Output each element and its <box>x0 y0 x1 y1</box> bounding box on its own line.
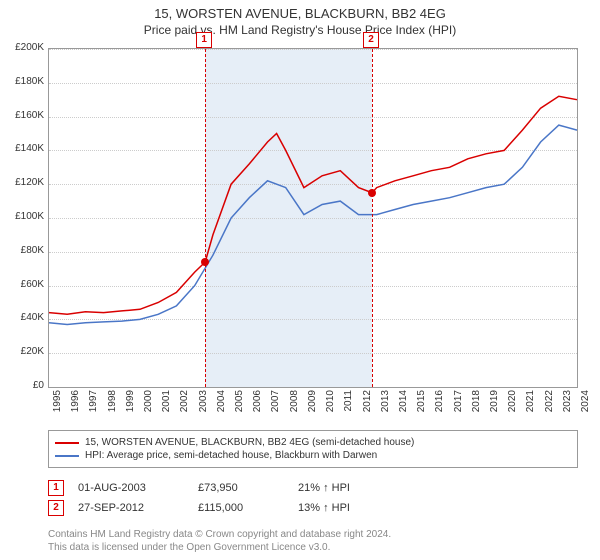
sale-row: 1 01-AUG-2003 £73,950 21% ↑ HPI <box>48 480 578 496</box>
series-line-hpi <box>49 125 577 324</box>
sale-price: £73,950 <box>198 482 298 494</box>
x-axis-label: 2008 <box>289 390 300 420</box>
y-axis-label: £120K <box>0 177 44 188</box>
y-axis-label: £180K <box>0 76 44 87</box>
legend-label: 15, WORSTEN AVENUE, BLACKBURN, BB2 4EG (… <box>85 437 414 448</box>
y-axis-label: £40K <box>0 312 44 323</box>
sale-row: 2 27-SEP-2012 £115,000 13% ↑ HPI <box>48 500 578 516</box>
series-line-property <box>49 96 577 314</box>
y-axis-label: £0 <box>0 380 44 391</box>
x-axis-label: 2001 <box>161 390 172 420</box>
sales-table: 1 01-AUG-2003 £73,950 21% ↑ HPI 2 27-SEP… <box>48 476 578 520</box>
x-axis-label: 2019 <box>489 390 500 420</box>
footer-line1: Contains HM Land Registry data © Crown c… <box>48 528 391 541</box>
legend-box: 15, WORSTEN AVENUE, BLACKBURN, BB2 4EG (… <box>48 430 578 468</box>
sale-marker-icon: 2 <box>363 32 379 48</box>
x-axis-label: 1999 <box>125 390 136 420</box>
x-axis-label: 2023 <box>562 390 573 420</box>
chart-plot-area <box>48 48 578 388</box>
footer-line2: This data is licensed under the Open Gov… <box>48 541 391 554</box>
legend-swatch <box>55 455 79 457</box>
x-axis-label: 2005 <box>234 390 245 420</box>
x-axis-label: 2014 <box>398 390 409 420</box>
y-axis-label: £200K <box>0 42 44 53</box>
x-axis-label: 2021 <box>525 390 536 420</box>
legend-item: HPI: Average price, semi-detached house,… <box>55 450 571 461</box>
x-axis-label: 2015 <box>416 390 427 420</box>
x-axis-label: 2016 <box>434 390 445 420</box>
x-axis-label: 2006 <box>252 390 263 420</box>
x-axis-label: 2022 <box>544 390 555 420</box>
x-axis-label: 2017 <box>453 390 464 420</box>
y-axis-label: £160K <box>0 110 44 121</box>
sale-dot-icon <box>368 189 376 197</box>
y-axis-label: £140K <box>0 143 44 154</box>
x-axis-label: 1997 <box>88 390 99 420</box>
sale-marker-icon: 1 <box>196 32 212 48</box>
x-axis-label: 2011 <box>343 390 354 420</box>
x-axis-label: 2013 <box>380 390 391 420</box>
sale-date: 27-SEP-2012 <box>78 502 198 514</box>
chart-title: 15, WORSTEN AVENUE, BLACKBURN, BB2 4EG <box>0 0 600 21</box>
x-axis-label: 1996 <box>70 390 81 420</box>
sale-pct: 13% ↑ HPI <box>298 502 418 514</box>
x-axis-label: 2002 <box>179 390 190 420</box>
sale-marker-icon: 2 <box>48 500 64 516</box>
legend-item: 15, WORSTEN AVENUE, BLACKBURN, BB2 4EG (… <box>55 437 571 448</box>
legend-label: HPI: Average price, semi-detached house,… <box>85 450 377 461</box>
footer-text: Contains HM Land Registry data © Crown c… <box>48 528 391 554</box>
sale-dot-icon <box>201 258 209 266</box>
x-axis-label: 2000 <box>143 390 154 420</box>
x-axis-label: 2020 <box>507 390 518 420</box>
chart-subtitle: Price paid vs. HM Land Registry's House … <box>0 21 600 41</box>
x-axis-label: 2012 <box>362 390 373 420</box>
y-axis-label: £100K <box>0 211 44 222</box>
x-axis-label: 2009 <box>307 390 318 420</box>
y-axis-label: £20K <box>0 346 44 357</box>
chart-lines-svg <box>49 49 577 387</box>
y-axis-label: £80K <box>0 245 44 256</box>
sale-price: £115,000 <box>198 502 298 514</box>
x-axis-label: 1995 <box>52 390 63 420</box>
chart-container: 15, WORSTEN AVENUE, BLACKBURN, BB2 4EG P… <box>0 0 600 560</box>
sale-pct: 21% ↑ HPI <box>298 482 418 494</box>
sale-date: 01-AUG-2003 <box>78 482 198 494</box>
sale-marker-icon: 1 <box>48 480 64 496</box>
legend-swatch <box>55 442 79 444</box>
x-axis-label: 2010 <box>325 390 336 420</box>
x-axis-label: 2018 <box>471 390 482 420</box>
x-axis-label: 2024 <box>580 390 591 420</box>
x-axis-label: 2004 <box>216 390 227 420</box>
y-axis-label: £60K <box>0 279 44 290</box>
x-axis-label: 2007 <box>270 390 281 420</box>
x-axis-label: 2003 <box>198 390 209 420</box>
x-axis-label: 1998 <box>107 390 118 420</box>
